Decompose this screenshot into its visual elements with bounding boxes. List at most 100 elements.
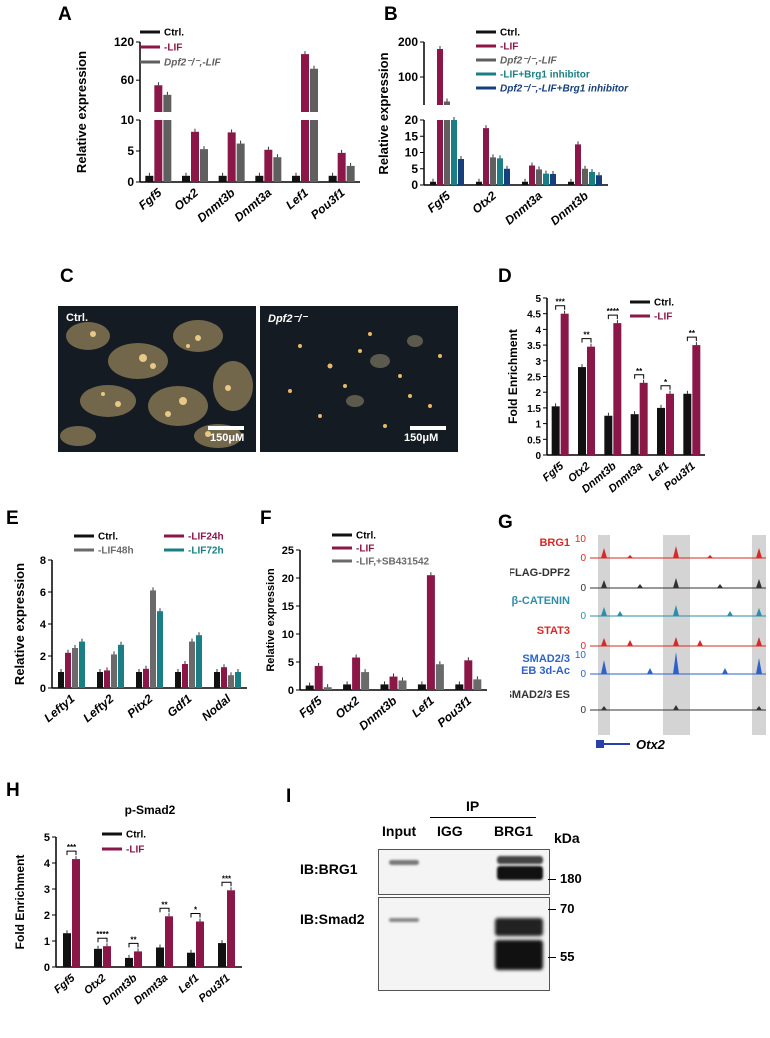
y-tick-label: 0	[40, 683, 46, 695]
legend-label: -LIF	[500, 42, 518, 53]
bar	[221, 667, 227, 688]
track-peak	[756, 658, 762, 674]
y-tick-label: 2	[40, 651, 46, 663]
legend-label: Ctrl.	[164, 28, 184, 39]
blot-brg1	[378, 849, 550, 895]
bar	[529, 165, 535, 185]
ip-label: IP	[466, 798, 480, 814]
track-scale-zero: 0	[580, 641, 586, 652]
bar	[136, 672, 142, 688]
y-tick-label: 4	[535, 325, 541, 336]
lane-input: Input	[382, 823, 417, 839]
bar	[596, 175, 602, 185]
y-axis-title: Relative expression	[265, 568, 277, 672]
category-label: Fgf5	[52, 972, 78, 997]
y-tick-label: 60	[121, 73, 135, 87]
bar	[189, 641, 195, 688]
y-tick-label: 4.5	[527, 310, 541, 321]
bar-upper	[163, 94, 172, 112]
sig-bracket	[555, 305, 566, 310]
sig-bracket	[634, 374, 645, 379]
legend-label: -LIF	[126, 845, 144, 856]
track-peak	[673, 652, 679, 674]
track-peak	[601, 607, 607, 616]
scale-label-right: 150μM	[404, 432, 439, 444]
y-tick-label: 120	[114, 35, 134, 49]
bar	[72, 859, 80, 967]
category-label: Otx2	[171, 185, 201, 213]
bar	[97, 672, 103, 688]
sig-bracket	[66, 850, 77, 856]
micrograph-ko-label: Dpf2⁻/⁻	[268, 313, 308, 325]
micrograph-ctrl-image	[60, 320, 253, 448]
category-label: Fgf5	[541, 460, 567, 485]
row-ib-smad2: IB:Smad2	[300, 911, 365, 927]
legend-label: -LIF	[164, 43, 182, 54]
track-peak	[756, 548, 762, 558]
legend-label: Ctrl.	[654, 298, 674, 309]
track-peak	[756, 608, 762, 616]
bar	[504, 168, 510, 185]
legend-label: -LIF	[654, 312, 672, 323]
y-tick-label: 200	[398, 35, 418, 49]
legend-label: Dpf2⁻/⁻,-LIF	[500, 56, 558, 67]
sig-label: ****	[96, 930, 109, 939]
blot-smad2	[378, 897, 550, 991]
bar	[292, 175, 300, 182]
track-peak	[673, 578, 679, 588]
western-blot: IP Input IGG BRG1 kDa IB:BRG1 IB:Smad2 1…	[290, 795, 610, 1005]
bar	[187, 952, 195, 967]
y-tick-label: 3	[535, 357, 541, 368]
bar	[227, 890, 235, 967]
marker-70: 70	[560, 901, 575, 916]
highlight-region	[598, 535, 610, 735]
category-label: Dnmt3a	[232, 185, 275, 224]
bar	[118, 644, 124, 688]
track-peak	[707, 555, 713, 558]
bar	[464, 660, 473, 690]
track-scale-zero: 0	[580, 705, 586, 716]
y-tick-label: 0	[127, 175, 134, 189]
ip-bracket	[430, 817, 536, 818]
micrograph-ko-image	[288, 332, 442, 428]
bar	[227, 132, 236, 182]
bar	[63, 933, 71, 967]
bar	[352, 657, 361, 690]
legend-label: Dpf2⁻/⁻,-LIF	[164, 58, 222, 69]
highlight-region	[663, 535, 690, 735]
sig-bracket	[128, 942, 139, 948]
y-axis-title: Fold Enrichment	[13, 855, 27, 950]
category-label: Lef1	[283, 185, 311, 212]
y-axis-title: Relative expression	[376, 52, 391, 174]
bar	[455, 684, 464, 690]
y-tick-label: 1	[44, 936, 50, 948]
track-peak	[673, 637, 679, 646]
y-tick-label: 5	[411, 162, 418, 176]
bar	[228, 675, 234, 688]
category-label: Lefty1	[41, 691, 77, 725]
bar	[314, 665, 323, 690]
category-label: Pou3f1	[435, 693, 475, 730]
y-tick-label: 2	[535, 388, 541, 399]
y-tick-label: 0.5	[527, 435, 541, 446]
bar	[328, 175, 337, 182]
bar	[398, 680, 407, 690]
track-label: EB 3d-Ac	[521, 665, 570, 677]
bar	[72, 648, 78, 688]
sig-bracket	[97, 937, 108, 943]
bar	[323, 687, 332, 690]
y-tick-label: 0	[535, 451, 541, 462]
chart-title: p-Smad2	[125, 803, 176, 817]
y-tick-label: 15	[282, 601, 294, 613]
category-label: Fgf5	[136, 185, 165, 212]
bar	[264, 149, 273, 182]
bar	[444, 120, 450, 185]
category-label: Gdf1	[164, 691, 194, 720]
bar	[301, 120, 309, 182]
bar	[305, 685, 314, 690]
sig-bracket	[607, 314, 618, 320]
track-peak	[673, 605, 679, 616]
y-tick-label: 5	[288, 657, 294, 669]
bar	[191, 131, 199, 182]
track-label: SMAD2/3	[522, 653, 570, 665]
